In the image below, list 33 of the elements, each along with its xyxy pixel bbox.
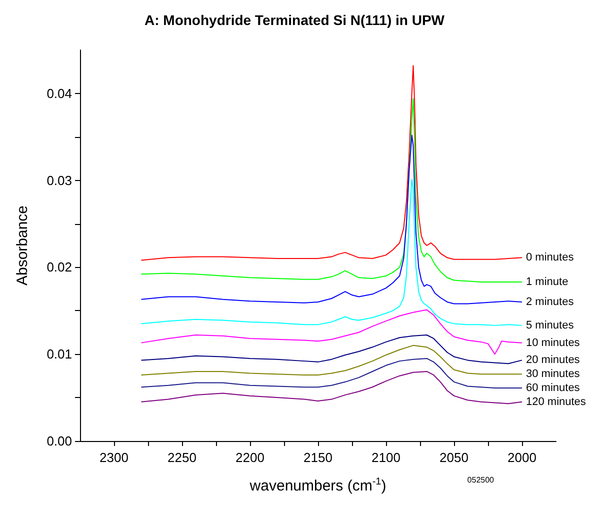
y-tick-label: 0.03 (46, 172, 72, 188)
series-label: 5 minutes (526, 319, 574, 332)
line-series (140, 65, 522, 261)
x-tick-label: 2100 (372, 450, 400, 465)
series-label: 30 minutes (526, 368, 580, 380)
line-series (140, 344, 522, 376)
y-tick-label: 0.01 (46, 346, 72, 362)
y-axis-title: Absorbance (14, 205, 31, 286)
x-tick-label: 2300 (100, 450, 128, 465)
x-tick-label: 2200 (236, 450, 264, 465)
y-tick-label: 0.04 (46, 86, 72, 101)
line-series (140, 358, 522, 388)
y-tick-label: 0.02 (46, 260, 72, 275)
line-series (140, 134, 522, 304)
line-series (140, 309, 522, 355)
chart-title: A: Monohydride Terminated Si N(111) in UPW (144, 12, 446, 28)
line-series (140, 334, 522, 364)
line-series (140, 98, 522, 282)
series-label: 10 minutes (526, 336, 580, 349)
x-tick-label: 2050 (440, 450, 468, 465)
series-label: 0 minutes (526, 252, 574, 264)
x-tick-label: 2150 (304, 450, 332, 465)
series-label: 60 minutes (526, 382, 580, 394)
x-tick-label: 2250 (168, 450, 196, 465)
text: 052500 (467, 476, 495, 484)
series-label: 20 minutes (526, 354, 580, 366)
y-tick-label: 0.00 (46, 434, 72, 448)
series-label: 120 minutes (526, 396, 586, 408)
series-label: 1 minute (526, 276, 568, 288)
line-series (140, 370, 522, 404)
line-series (140, 178, 522, 326)
series-label: 2 minutes (526, 296, 574, 308)
x-tick-label: 2000 (508, 450, 536, 465)
